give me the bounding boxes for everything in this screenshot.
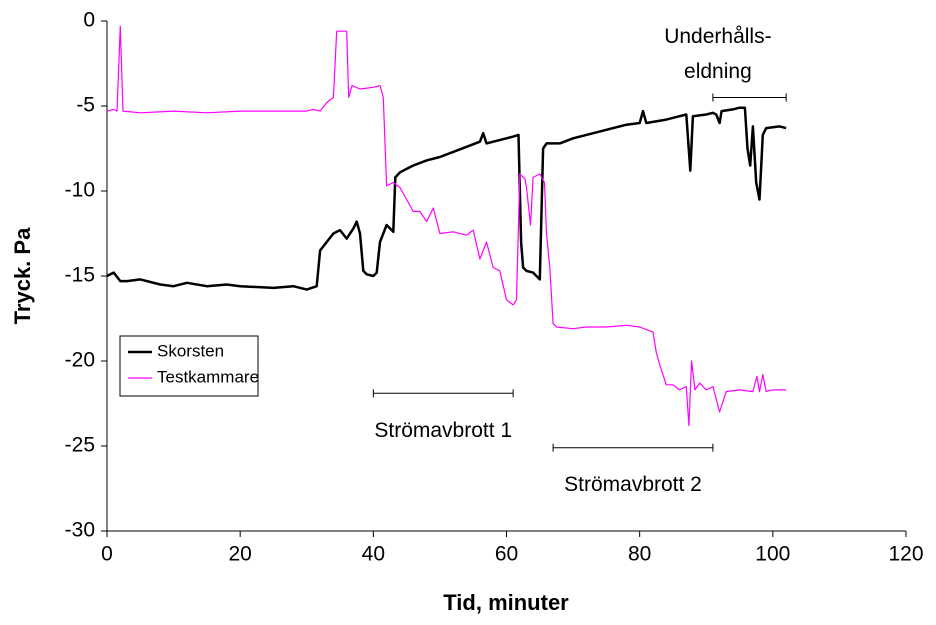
x-tick-label: 40 xyxy=(362,543,385,566)
x-tick-label: 20 xyxy=(228,543,251,566)
x-tick-label: 120 xyxy=(888,543,923,566)
y-axis-label: Tryck. Pa xyxy=(10,227,35,324)
x-axis-label: Tid, minuter xyxy=(443,590,569,615)
x-tick-label: 60 xyxy=(495,543,518,566)
annotation-text: Strömavbrott 1 xyxy=(374,419,512,442)
y-tick-label: -30 xyxy=(65,519,95,542)
annotation-text: Underhålls- xyxy=(664,25,771,48)
legend-box xyxy=(119,335,259,397)
y-tick-label: 0 xyxy=(83,9,95,32)
annotation-text: eldning xyxy=(684,60,752,83)
x-tick-label: 100 xyxy=(755,543,790,566)
annotation-text: Strömavbrott 2 xyxy=(564,473,702,496)
y-tick-label: -15 xyxy=(65,264,95,287)
data-line xyxy=(106,25,787,427)
data-line xyxy=(106,106,787,291)
x-tick-label: 80 xyxy=(628,543,651,566)
x-tick-label: 0 xyxy=(101,543,113,566)
y-tick-label: -10 xyxy=(65,179,95,202)
y-tick-label: -20 xyxy=(65,349,95,372)
legend-label: Skorsten xyxy=(157,341,224,360)
y-tick-label: -5 xyxy=(76,94,95,117)
y-tick-label: -25 xyxy=(65,434,95,457)
legend-label: Testkammare xyxy=(157,367,259,386)
